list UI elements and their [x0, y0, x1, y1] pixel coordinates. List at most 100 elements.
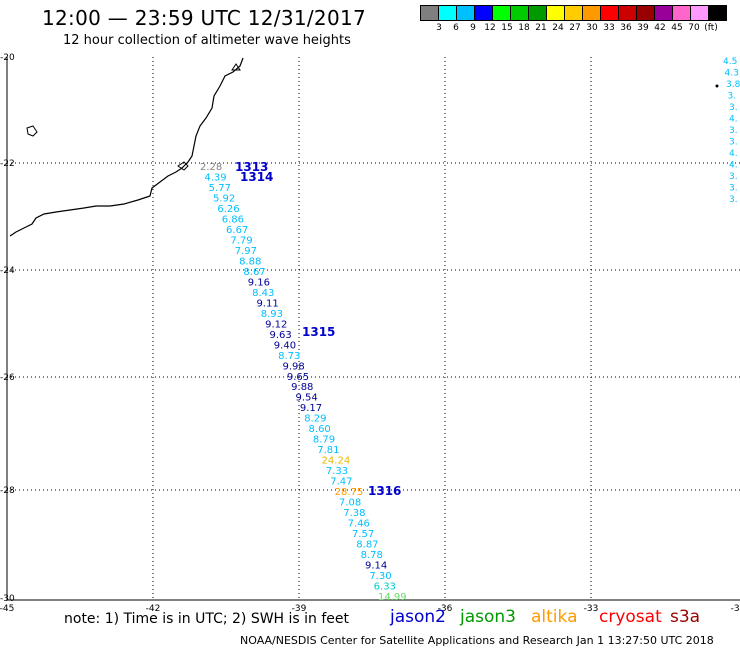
pass-number-label: 1313: [235, 160, 268, 174]
wave-height-value: 14.99: [378, 592, 407, 603]
wave-height-value: 6.33: [374, 582, 396, 593]
wave-height-value: 3.: [729, 103, 738, 113]
wave-height-value: 24.24: [322, 456, 351, 467]
legend-label: 36: [620, 23, 632, 33]
axis-tick-labels: -45 -42 -39 -36 -33 -30 -20 -22 -24 -26 -28 -30: [0, 53, 740, 614]
x-tick-label: -45: [0, 604, 14, 614]
wave-height-value: 3.: [729, 138, 738, 148]
legend-swatch: [708, 5, 727, 21]
wave-height-value: 9.40: [274, 340, 296, 351]
wave-height-value: 9.54: [296, 393, 318, 404]
legend-label: 9: [470, 23, 476, 33]
right-edge-track: 4.54.33.83.3.4.3.3.4.4.3.3.3.: [723, 57, 740, 205]
legend-label: 6: [453, 23, 459, 33]
page-subtitle: 12 hour collection of altimeter wave hei…: [63, 33, 351, 48]
wave-height-value: 6.86: [222, 214, 244, 225]
wave-height-value: 28.75: [335, 487, 364, 498]
wave-height-value: 9.16: [248, 277, 270, 288]
pass-number-label: 1314: [240, 170, 273, 184]
wave-height-value: 7.57: [352, 529, 374, 540]
wave-height-value: 7.38: [343, 508, 365, 519]
coastline: [9, 57, 244, 237]
wave-height-value: 9.14: [365, 561, 387, 572]
legend-labels: 3 6 9 12 15 18 21 24 27 30 33 36 39 42 45 70 (ft): [421, 21, 727, 35]
wave-height-value: 8.93: [261, 309, 283, 320]
wave-height-value: 9.63: [269, 330, 291, 341]
satellite-name: jason2: [390, 607, 446, 627]
wave-height-value: 8.87: [356, 540, 378, 551]
x-tick-label: -33: [584, 604, 599, 614]
wave-height-value: 7.46: [348, 519, 370, 530]
legend-label: 24: [552, 23, 564, 33]
x-tick-label: -42: [146, 604, 161, 614]
wave-height-value: 3.: [728, 92, 737, 102]
legend-label: 3: [436, 23, 442, 33]
wave-height-value: 7.81: [317, 445, 339, 456]
wave-height-value: 4.: [729, 149, 738, 159]
y-tick-label: -20: [0, 53, 15, 63]
wave-height-value: 3.: [729, 172, 738, 182]
wave-height-value: 7.08: [339, 498, 361, 509]
wave-height-value: 4.3: [725, 69, 739, 79]
graticule: [7, 57, 740, 600]
page-title: 12:00 — 23:59 UTC 12/31/2017: [42, 6, 367, 30]
satellite-name: jason3: [460, 607, 516, 627]
legend-label: 15: [501, 23, 513, 33]
x-tick-label: -39: [292, 604, 307, 614]
wave-height-value: 7.30: [369, 571, 391, 582]
x-tick-label: -36: [438, 604, 453, 614]
legend-label: (ft): [704, 23, 718, 33]
legend-label: 33: [603, 23, 615, 33]
legend-label: 70: [688, 23, 700, 33]
y-tick-label: -26: [0, 373, 15, 383]
wave-height-value: 7.47: [330, 477, 352, 488]
legend-label: 21: [535, 23, 547, 33]
pass-number-label: 1315: [302, 325, 335, 339]
legend-label: 30: [586, 23, 598, 33]
legend-label: 18: [518, 23, 530, 33]
y-tick-label: -24: [0, 266, 15, 276]
wave-height-value: 3.: [729, 184, 738, 194]
wave-height-value: 8.43: [252, 288, 274, 299]
satellite-name: altika: [531, 607, 578, 627]
wave-height-value: 8.88: [239, 256, 261, 267]
wave-height-value: 9.88: [291, 382, 313, 393]
wave-height-value: 4.: [729, 115, 738, 125]
wave-height-value: 9.11: [256, 298, 278, 309]
wave-height-value: 8.67: [243, 267, 265, 278]
wave-height-value: 3.: [729, 195, 738, 205]
wave-height-value: 4.: [729, 161, 738, 171]
wave-height-value: 3.8: [726, 80, 740, 90]
island-outline: [26, 125, 38, 137]
wave-height-value: 4.5: [723, 57, 737, 67]
satellite-name: s3a: [670, 607, 701, 627]
satellite-name: cryosat: [599, 607, 662, 627]
wave-height-value: 2.28: [200, 162, 222, 173]
wave-height-value: 8.78: [361, 550, 383, 561]
wave-height-value: 7.97: [235, 246, 257, 257]
wave-height-value: 8.73: [278, 351, 300, 362]
wave-height-value: 7.79: [230, 235, 252, 246]
wave-height-value: 3.: [729, 126, 738, 136]
wave-height-value: 5.77: [209, 183, 231, 194]
island-outline: [177, 161, 189, 171]
wave-height-value: 6.26: [217, 204, 239, 215]
legend-swatches: [420, 5, 727, 21]
point-marker: [715, 84, 719, 88]
credit-line: NOAA/NESDIS Center for Satellite Applica…: [240, 634, 714, 647]
wave-height-value: 8.79: [313, 435, 335, 446]
legend-label: 12: [484, 23, 496, 33]
wave-height-value: 8.60: [309, 424, 331, 435]
y-tick-label: -30: [0, 594, 15, 604]
wave-height-value: 5.92: [213, 193, 235, 204]
wave-height-value: 7.33: [326, 466, 348, 477]
legend-label: 45: [671, 23, 683, 33]
legend-label: 42: [654, 23, 666, 33]
footnote: note: 1) Time is in UTC; 2) SWH is in fe…: [64, 611, 350, 627]
wave-height-value: 9.98: [282, 361, 304, 372]
wave-height-value: 9.65: [287, 372, 309, 383]
altimeter-track: 2.284.395.775.926.266.866.677.797.978.88…: [200, 162, 407, 603]
y-tick-label: -22: [0, 159, 15, 169]
